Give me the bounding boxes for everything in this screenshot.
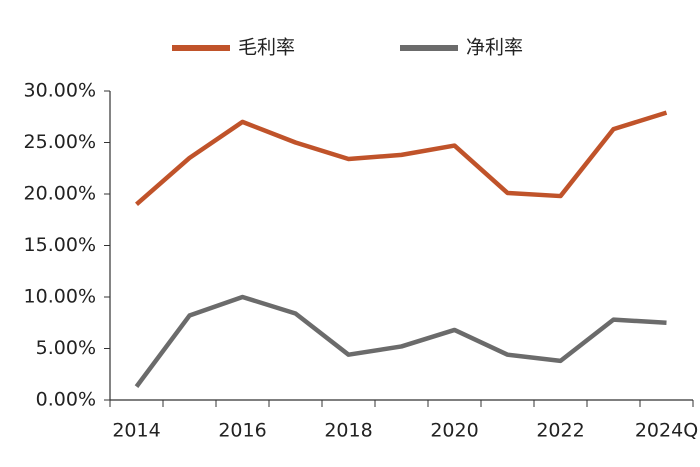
legend-label: 毛利率	[238, 37, 295, 59]
x-tick-label: 2022	[536, 420, 584, 442]
series-line	[135, 110, 668, 206]
y-tick-label: 0.00%	[36, 389, 96, 411]
y-tick-label: 20.00%	[24, 183, 96, 205]
y-tick-label: 25.00%	[24, 131, 96, 153]
series-line	[134, 294, 667, 388]
x-tick-label: 2016	[218, 420, 266, 442]
x-tick-label: 2020	[430, 420, 478, 442]
y-tick-label: 5.00%	[36, 337, 96, 359]
x-tick-label: 2024Q	[635, 420, 698, 442]
x-tick-label: 2014	[112, 420, 160, 442]
legend-label: 净利率	[466, 37, 523, 59]
x-tick-label: 2018	[324, 420, 372, 442]
y-tick-label: 15.00%	[24, 234, 96, 256]
y-tick-label: 30.00%	[24, 80, 96, 102]
y-tick-label: 10.00%	[24, 286, 96, 308]
